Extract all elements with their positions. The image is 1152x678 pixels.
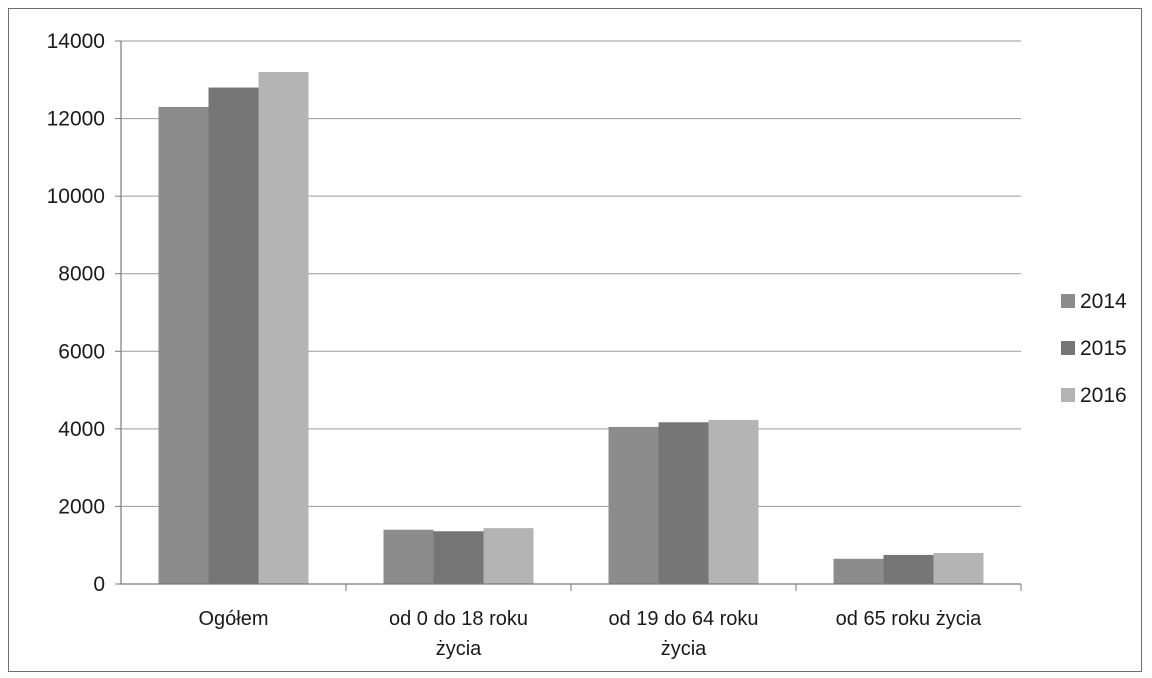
bar-2016 bbox=[933, 552, 984, 584]
y-axis-ticks: 0 2000 4000 6000 8000 10000 12000 14000 bbox=[47, 30, 105, 596]
bar-chart: 0 2000 4000 6000 8000 10000 12000 14000 Ogółem o… bbox=[47, 30, 1127, 660]
x-category-label: od 0 do 18 roku bbox=[389, 608, 528, 630]
bars bbox=[158, 72, 984, 585]
axes bbox=[115, 40, 1022, 591]
legend-label: 2014 bbox=[1080, 290, 1127, 313]
chart-frame: 0 2000 4000 6000 8000 10000 12000 14000 Ogółem o… bbox=[8, 8, 1142, 672]
legend-swatch bbox=[1061, 341, 1075, 355]
bar-2014 bbox=[833, 558, 884, 584]
x-category-label: Ogółem bbox=[198, 608, 268, 630]
bar-2015 bbox=[208, 87, 259, 585]
y-tick-label: 8000 bbox=[58, 263, 105, 286]
y-tick-label: 12000 bbox=[47, 108, 105, 131]
y-tick-label: 6000 bbox=[58, 340, 105, 363]
y-tick-label: 2000 bbox=[58, 495, 105, 518]
bar-2014 bbox=[158, 106, 209, 584]
y-tick-label: 0 bbox=[93, 573, 105, 596]
legend-label: 2016 bbox=[1080, 384, 1127, 407]
bar-2016 bbox=[708, 419, 759, 584]
bar-2015 bbox=[883, 554, 934, 584]
x-axis-labels: Ogółem od 0 do 18 roku życia od 19 do 64 ro… bbox=[198, 608, 982, 660]
y-tick-label: 4000 bbox=[58, 418, 105, 441]
legend: 2014 2015 2016 bbox=[1061, 290, 1127, 407]
y-tick-label: 14000 bbox=[47, 30, 105, 53]
bar-2016 bbox=[483, 528, 534, 584]
bar-2016 bbox=[258, 72, 309, 585]
x-category-label: życia bbox=[661, 638, 707, 660]
legend-swatch bbox=[1061, 294, 1075, 308]
bar-2015 bbox=[433, 531, 484, 584]
legend-label: 2015 bbox=[1080, 337, 1127, 360]
bar-2014 bbox=[383, 529, 434, 584]
bar-2014 bbox=[608, 426, 659, 584]
x-category-label: od 19 do 64 roku bbox=[608, 608, 758, 630]
y-tick-label: 10000 bbox=[47, 185, 105, 208]
x-category-label: życia bbox=[436, 638, 482, 660]
bar-2015 bbox=[658, 422, 709, 584]
legend-swatch bbox=[1061, 388, 1075, 402]
x-category-label: od 65 roku życia bbox=[836, 608, 983, 630]
